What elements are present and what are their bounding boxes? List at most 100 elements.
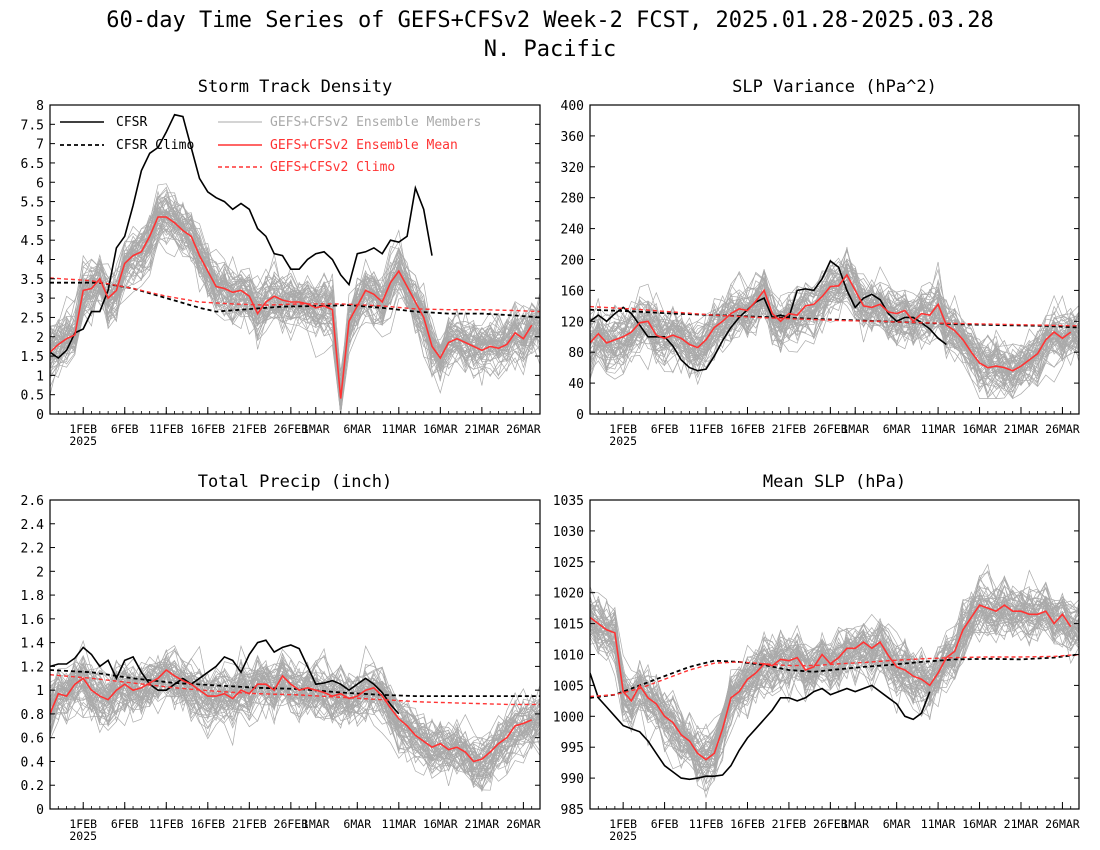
panels: Storm Track Density 0 0.5 1 1.5 2 2.5 3 3.5 4 4.5 5… <box>21 77 1080 843</box>
x-tick-label: 11FEB <box>689 422 724 436</box>
y-tick-label: 2 <box>36 565 44 580</box>
ensemble-member-line <box>50 189 540 391</box>
series-cfsr <box>50 113 433 360</box>
y-tick-label: 80 <box>568 346 584 361</box>
x-tick-label: 6MAR <box>343 817 371 831</box>
y-tick-label: 0.6 <box>21 732 44 747</box>
y-tick-label: 240 <box>561 223 584 238</box>
ensemble-member-line <box>590 594 1079 761</box>
series-cfsr-climo <box>590 653 1079 699</box>
x-tick-label: 1FEB <box>69 817 97 831</box>
x-tick-label: 11FEB <box>689 817 724 831</box>
x-tick-label: 1FEB <box>69 422 97 436</box>
x-tick-label: 1FEB <box>609 817 637 831</box>
ensemble-member-line <box>590 282 1079 380</box>
x-tick-label: 16FEB <box>190 817 225 831</box>
series-ens-climo <box>590 653 1079 698</box>
plot-frame <box>49 499 541 810</box>
x-tick-label: 16FEB <box>190 422 225 436</box>
y-tick-label: 5 <box>36 215 44 230</box>
legend-label-cfsr-climo: CFSR Climo <box>116 138 194 153</box>
x-tick-label: 26MAR <box>506 817 541 831</box>
region-subtitle: N. Pacific <box>484 37 616 62</box>
y-tick-label: 1 <box>36 369 44 384</box>
panel-title: SLP Variance (hPa^2) <box>732 77 937 97</box>
ensemble-members <box>50 639 540 793</box>
chart-panel-4: Mean SLP (hPa) 985 990 995 1000 1005 1010 1015 1… <box>553 472 1080 843</box>
y-tick-label: 2.5 <box>21 311 44 326</box>
ensemble-member-line <box>50 657 540 765</box>
legend-label-cfsr: CFSR <box>116 115 147 130</box>
ensemble-member-line <box>590 592 1079 784</box>
y-tick-label: 1.5 <box>21 350 44 365</box>
y-tick-label: 0 <box>36 408 44 423</box>
legend-label-ens-climo: GEFS+CFSv2 Climo <box>270 160 395 175</box>
y-tick-label: 0.2 <box>21 779 44 794</box>
ensemble-member-line <box>590 266 1079 382</box>
x-tick-label: 16MAR <box>423 422 458 436</box>
series-cfsr <box>590 672 931 781</box>
x-tick-label: 11MAR <box>921 422 956 436</box>
y-tick-label: 3 <box>36 292 44 307</box>
series-ens-mean <box>50 216 533 399</box>
x-tick-label: 1FEB <box>609 422 637 436</box>
y-tick-label: 3.5 <box>21 273 44 288</box>
x-tick-year-label: 2025 <box>69 434 97 448</box>
ensemble-member-line <box>50 195 540 405</box>
y-tick-label: 2.6 <box>21 494 44 509</box>
x-tick-label: 16FEB <box>730 817 765 831</box>
ensemble-members <box>590 246 1079 400</box>
y-tick-label: 40 <box>568 377 584 392</box>
y-tick-label: 995 <box>561 741 584 756</box>
series-ens-climo <box>50 674 540 706</box>
x-tick-label: 1MAR <box>841 817 869 831</box>
ensemble-member-line <box>50 221 540 412</box>
y-tick-label: 1035 <box>553 494 584 509</box>
plot-area <box>50 639 540 793</box>
ensemble-member-line <box>50 671 540 773</box>
y-tick-label: 2.4 <box>21 518 45 533</box>
ensemble-member-line <box>590 602 1079 761</box>
ensemble-members <box>590 563 1079 799</box>
y-tick-label: 1030 <box>553 525 584 540</box>
x-tick-label: 21MAR <box>465 422 500 436</box>
x-tick-label: 21FEB <box>232 817 267 831</box>
x-tick-label: 11MAR <box>921 817 956 831</box>
y-tick-label: 1.2 <box>21 660 44 675</box>
x-tick-label: 6FEB <box>651 817 679 831</box>
x-tick-label: 21FEB <box>772 422 807 436</box>
panel-title: Total Precip (inch) <box>198 472 392 492</box>
x-tick-label: 6MAR <box>343 422 371 436</box>
series-cfsr <box>50 639 400 715</box>
x-tick-label: 26FEB <box>274 817 309 831</box>
x-tick-label: 21MAR <box>1004 817 1039 831</box>
ensemble-member-line <box>590 610 1079 772</box>
y-tick-label: 1025 <box>553 556 584 571</box>
y-tick-label: 4.5 <box>21 234 44 249</box>
ensemble-member-line <box>590 602 1079 780</box>
y-tick-label: 400 <box>561 99 584 114</box>
y-tick-label: 1005 <box>553 679 584 694</box>
y-tick-label: 1010 <box>553 649 584 664</box>
x-tick-label: 6FEB <box>111 422 139 436</box>
x-tick-label: 6MAR <box>883 817 911 831</box>
x-tick-label: 21FEB <box>772 817 807 831</box>
panel-title: Mean SLP (hPa) <box>763 472 906 492</box>
series-ens-climo <box>590 305 1079 327</box>
x-tick-year-label: 2025 <box>609 434 637 448</box>
y-tick-label: 1020 <box>553 587 584 602</box>
ensemble-member-line <box>50 212 540 397</box>
plot-area <box>590 563 1079 799</box>
main-title: 60-day Time Series of GEFS+CFSv2 Week-2 … <box>106 8 993 33</box>
x-tick-label: 26FEB <box>813 422 848 436</box>
x-tick-year-label: 2025 <box>609 829 637 843</box>
chart-panel-2: SLP Variance (hPa^2) 0 40 80 120 160 200 240 280… <box>561 77 1080 448</box>
ensemble-member-line <box>590 599 1079 760</box>
x-tick-label: 16MAR <box>962 422 997 436</box>
ensemble-member-line <box>50 661 540 788</box>
chart-panel-1: Storm Track Density 0 0.5 1 1.5 2 2.5 3 3.5 4 4.5 5… <box>21 77 541 448</box>
y-tick-label: 0 <box>576 408 584 423</box>
y-tick-label: 7.5 <box>21 118 44 133</box>
y-tick-label: 320 <box>561 161 584 176</box>
